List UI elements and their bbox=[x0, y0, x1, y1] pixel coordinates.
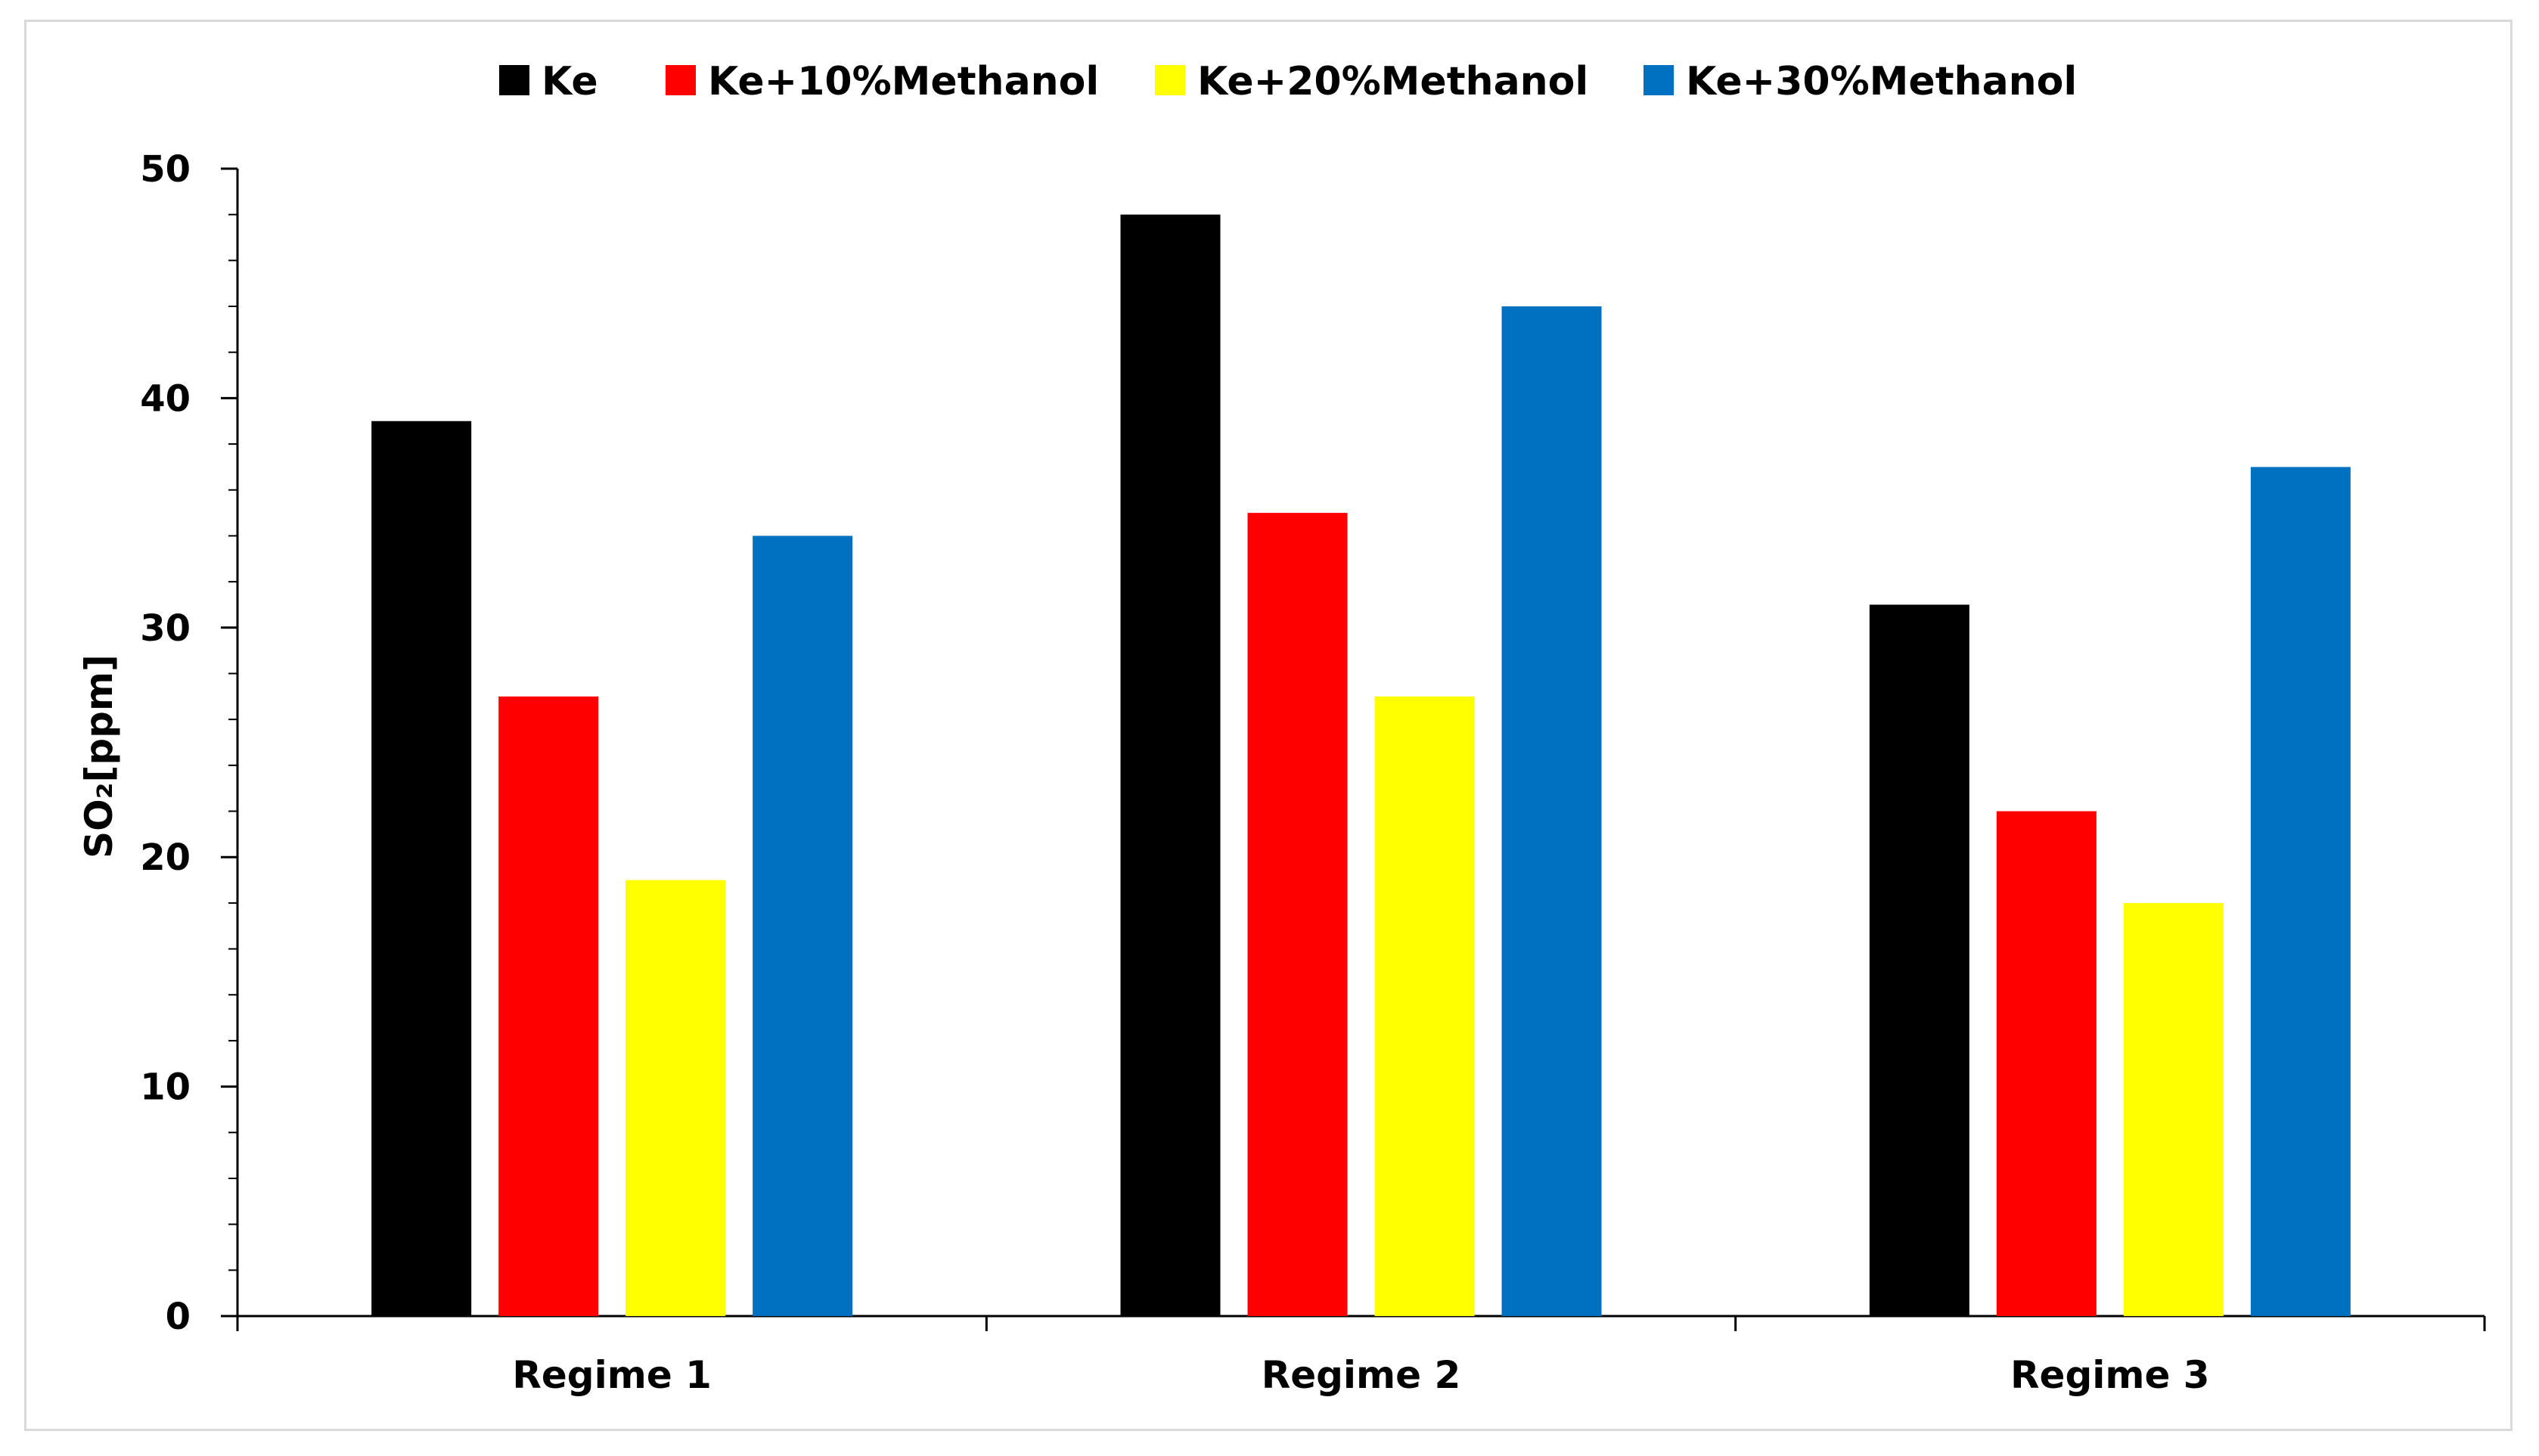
bar bbox=[371, 421, 472, 1316]
legend-swatch bbox=[499, 65, 529, 95]
y-tick-label: 0 bbox=[166, 1296, 191, 1338]
legend: Ke Ke+10%Methanol Ke+20%Methanol Ke+30%Meth… bbox=[499, 59, 2077, 104]
y-tick-label: 50 bbox=[140, 148, 191, 191]
y-tick-label: 10 bbox=[140, 1066, 191, 1109]
bar bbox=[753, 536, 853, 1317]
y-tick-label: 40 bbox=[140, 377, 191, 420]
legend-label: Ke bbox=[542, 59, 598, 104]
bar bbox=[1996, 811, 2097, 1316]
bar bbox=[2123, 902, 2224, 1316]
y-axis: 0 10 20 30 40 50 bbox=[140, 148, 239, 1338]
legend-swatch bbox=[1155, 65, 1185, 95]
bar bbox=[2250, 467, 2351, 1317]
x-category-label: Regime 1 bbox=[512, 1353, 712, 1397]
bar bbox=[1247, 513, 1348, 1316]
x-category-label: Regime 2 bbox=[1262, 1353, 1461, 1397]
bar bbox=[1501, 306, 1602, 1316]
x-category-label: Regime 3 bbox=[2010, 1353, 2210, 1397]
legend-swatch bbox=[1644, 65, 1674, 95]
y-tick-label: 20 bbox=[140, 837, 191, 879]
bar bbox=[1120, 214, 1221, 1317]
bar bbox=[1374, 696, 1475, 1316]
legend-label: Ke+20%Methanol bbox=[1197, 59, 1588, 104]
legend-label: Ke+30%Methanol bbox=[1686, 59, 2077, 104]
bar bbox=[625, 880, 726, 1316]
legend-label: Ke+10%Methanol bbox=[708, 59, 1099, 104]
bar bbox=[498, 696, 599, 1316]
x-axis: Regime 1 Regime 2 Regime 3 bbox=[236, 1315, 2486, 1397]
bars bbox=[371, 214, 2351, 1317]
y-tick-label: 30 bbox=[140, 607, 191, 650]
bar bbox=[1869, 604, 1969, 1316]
y-axis-title: SO₂[ppm] bbox=[77, 654, 121, 858]
legend-swatch bbox=[666, 65, 696, 95]
